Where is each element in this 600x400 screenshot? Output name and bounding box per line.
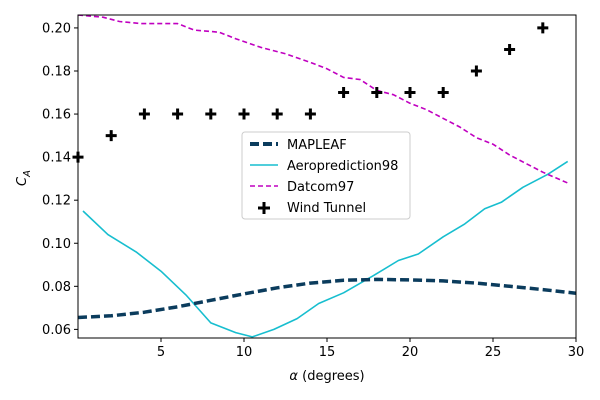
x-tick-label: 15 xyxy=(319,345,336,360)
x-tick-label: 5 xyxy=(157,345,165,360)
wind-tunnel-point xyxy=(271,108,283,120)
datcom97-series-line xyxy=(78,15,569,184)
wind-tunnel-point xyxy=(437,87,449,99)
y-tick-label: 0.08 xyxy=(42,280,71,295)
wind-tunnel-point xyxy=(338,87,350,99)
wind-tunnel-point xyxy=(205,108,217,120)
legend-label-mapleaf: MAPLEAF xyxy=(287,138,347,153)
legend: MAPLEAF Aeroprediction98 Datcom97 Wind T… xyxy=(241,131,411,220)
x-axis-ticks: 5 10 15 20 25 30 xyxy=(157,338,584,360)
aeroprediction98-series-line xyxy=(82,160,569,338)
wind-tunnel-point xyxy=(504,43,516,55)
y-tick-label: 0.18 xyxy=(42,64,71,79)
y-tick-label: 0.06 xyxy=(42,323,71,338)
y-axis-label: CA xyxy=(15,170,33,186)
x-tick-label: 30 xyxy=(568,345,585,360)
y-tick-label: 0.16 xyxy=(42,108,71,123)
legend-label-datcom97: Datcom97 xyxy=(287,180,354,195)
wind-tunnel-point xyxy=(138,108,150,120)
wind-tunnel-point xyxy=(72,151,84,163)
x-tick-label: 20 xyxy=(402,345,419,360)
wind-tunnel-point xyxy=(371,87,383,99)
x-axis-label: α (degrees) xyxy=(289,369,364,384)
wind-tunnel-point xyxy=(470,65,482,77)
wind-tunnel-point xyxy=(238,108,250,120)
mapleaf-series-line xyxy=(78,277,576,320)
plot-lines xyxy=(78,15,576,338)
y-tick-label: 0.14 xyxy=(42,151,71,166)
wind-tunnel-point xyxy=(105,130,117,142)
legend-box xyxy=(241,131,411,220)
x-tick-label: 10 xyxy=(236,345,253,360)
y-tick-label: 0.12 xyxy=(42,194,71,209)
y-tick-label: 0.10 xyxy=(42,237,71,252)
x-tick-label: 25 xyxy=(485,345,502,360)
y-tick-label: 0.20 xyxy=(42,21,71,36)
wind-tunnel-point xyxy=(537,22,549,34)
wind-tunnel-point xyxy=(404,87,416,99)
legend-marker-wind-tunnel xyxy=(258,202,270,214)
wind-tunnel-point xyxy=(304,108,316,120)
legend-label-wind-tunnel: Wind Tunnel xyxy=(287,201,366,216)
y-axis-ticks: 0.06 0.08 0.10 0.12 0.14 0.16 0.18 0.20 xyxy=(42,21,78,338)
legend-label-aeroprediction98: Aeroprediction98 xyxy=(287,159,398,174)
wind-tunnel-point xyxy=(172,108,184,120)
